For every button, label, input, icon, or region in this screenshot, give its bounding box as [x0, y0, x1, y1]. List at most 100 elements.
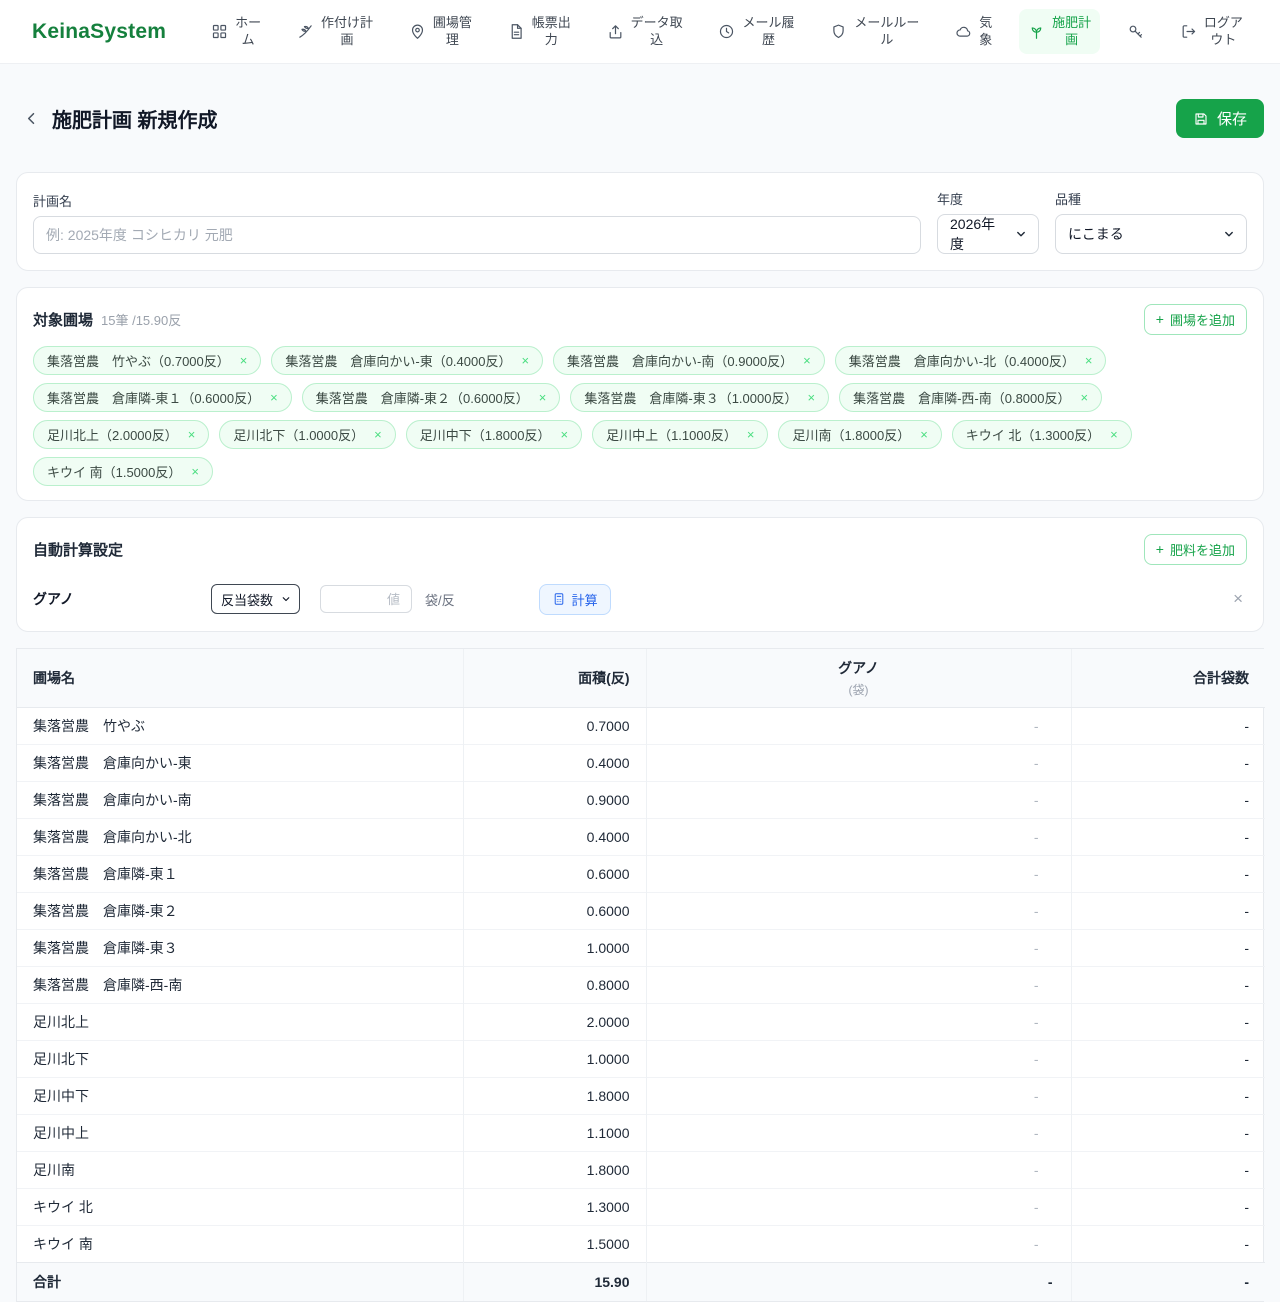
calc-value-input[interactable]	[320, 585, 413, 614]
chip-close-icon[interactable]: ×	[920, 426, 928, 442]
auto-calc-card: 自動計算設定 + 肥料を追加 グアノ 反当袋数 袋/反 計算 ×	[16, 516, 1264, 632]
chip-close-icon[interactable]: ×	[746, 426, 755, 442]
field-chips: 集落営農 竹やぶ（0.7000反） × 集落営農 倉庫向かい-東（0.4000反…	[33, 345, 1247, 486]
table-row: 足川北上 2.0000 - -	[17, 1002, 1265, 1041]
table-row: キウイ 北 1.3000 - -	[17, 1187, 1265, 1226]
area-cell: 1.1000	[462, 1113, 646, 1152]
total-bags-cell: -	[1070, 1039, 1265, 1078]
area-cell: 0.7000	[462, 706, 646, 745]
chip-close-icon[interactable]: ×	[239, 352, 248, 368]
chip-close-icon[interactable]: ×	[1110, 426, 1118, 442]
calculator-icon	[554, 593, 563, 606]
field-chip-label: 集落営農 倉庫隣-東１（0.6000反）	[47, 390, 261, 406]
chip-close-icon[interactable]: ×	[1084, 352, 1093, 368]
page-title: 施肥計画 新規作成	[52, 110, 218, 133]
nav-item-label: メール履 歴	[742, 15, 795, 47]
table-row: 足川中上 1.1000 - -	[17, 1113, 1265, 1152]
chip-close-icon[interactable]: ×	[270, 389, 278, 405]
target-fields-title: 対象圃場	[33, 311, 94, 329]
variety-label: 品種	[1055, 191, 1082, 207]
total-bags-cell: -	[1070, 854, 1265, 893]
area-cell: 1.8000	[462, 1150, 646, 1189]
field-chip: キウイ 南（1.5000反） ×	[33, 456, 213, 486]
header-fertilizer-unit: (袋)	[848, 682, 869, 697]
field-chip: 集落営農 倉庫隣-東１（0.6000反） ×	[33, 382, 292, 412]
total-bags-cell: -	[1070, 891, 1265, 930]
fertilizer-amount-cell: -	[645, 1076, 1071, 1115]
table-row: 集落営農 倉庫隣-西-南 0.8000 - -	[17, 965, 1265, 1004]
nav-item-label: 気 象	[979, 15, 993, 47]
total-bags-cell: -	[1070, 1002, 1265, 1041]
field-name-cell: 足川南	[17, 1150, 463, 1189]
plan-name-label: 計画名	[33, 193, 73, 209]
nav-item-mail-history[interactable]: メール履 歴	[709, 9, 803, 54]
nav-item-weather[interactable]: 気 象	[946, 9, 1001, 54]
nav-item-mail-rules[interactable]: メールルー ル	[821, 9, 928, 54]
field-chip: 足川南（1.8000反） ×	[778, 419, 942, 449]
chip-close-icon[interactable]: ×	[187, 426, 196, 442]
fertilizer-amount-cell: -	[645, 817, 1071, 856]
table-row: 集落営農 倉庫向かい-北 0.4000 - -	[17, 817, 1265, 856]
add-fertilizer-button[interactable]: + 肥料を追加	[1143, 533, 1247, 565]
field-chip-label: 集落営農 竹やぶ（0.7000反）	[47, 353, 230, 369]
nav-item-label: 圃場管 理	[432, 15, 472, 47]
header-total-bags: 合計袋数	[1070, 648, 1265, 708]
area-cell: 0.4000	[462, 743, 646, 782]
field-chip-label: キウイ 北（1.3000反）	[965, 427, 1101, 443]
nav-item-password[interactable]	[1118, 17, 1153, 46]
nav-item-logout[interactable]: ログア ウト	[1171, 9, 1252, 54]
save-icon	[1195, 113, 1207, 125]
chip-close-icon[interactable]: ×	[560, 426, 569, 442]
chip-close-icon[interactable]: ×	[803, 352, 811, 368]
nav-item-label: 作付け計 画	[320, 15, 373, 47]
save-button[interactable]: 保存	[1175, 99, 1264, 139]
calc-unit-label: 袋/反	[425, 592, 455, 608]
nav-item-field-management[interactable]: 圃場管 理	[400, 9, 481, 54]
field-chip: 集落営農 倉庫隣-東２（0.6000反） ×	[301, 382, 561, 412]
fertilizer-amount-cell: -	[645, 1150, 1071, 1189]
back-button[interactable]	[16, 104, 46, 134]
nav-item-report-output[interactable]: 帳票出 力	[499, 9, 580, 54]
fertilizer-amount-cell: -	[645, 1039, 1071, 1078]
calculate-button[interactable]: 計算	[538, 583, 611, 615]
plan-name-input[interactable]	[33, 215, 921, 254]
add-field-button[interactable]: + 圃場を追加	[1143, 303, 1247, 335]
nav-item-label: ログア ウト	[1203, 15, 1243, 47]
nav-item-label: 帳票出 力	[531, 15, 571, 47]
chip-close-icon[interactable]: ×	[191, 463, 199, 479]
sprout-icon	[1031, 27, 1042, 39]
year-select[interactable]: 2026年度	[937, 213, 1039, 254]
chevron-down-icon	[1225, 231, 1233, 237]
nav-item-label: メールルー ル	[854, 15, 920, 47]
calc-mode-select[interactable]: 反当袋数	[211, 584, 301, 615]
chip-close-icon[interactable]: ×	[807, 389, 816, 405]
field-name-cell: 集落営農 倉庫向かい-東	[17, 743, 463, 782]
chip-close-icon[interactable]: ×	[1080, 389, 1089, 405]
nav-item-label: 施肥計 画	[1052, 15, 1092, 47]
year-group: 年度 2026年度	[937, 189, 1039, 254]
brand-logo[interactable]: KeinaSystem	[32, 19, 167, 43]
remove-fertilizer-icon[interactable]: ×	[1229, 589, 1247, 609]
fertilizer-row: グアノ 反当袋数 袋/反 計算 ×	[33, 583, 1247, 615]
nav-item-fertilization-plan[interactable]: 施肥計 画	[1019, 9, 1101, 54]
fertilizer-amount-cell: -	[645, 1224, 1071, 1263]
variety-select[interactable]: にこまる	[1055, 213, 1247, 254]
header-fertilizer: グアノ (袋)	[645, 648, 1071, 708]
chip-close-icon[interactable]: ×	[374, 426, 382, 442]
nav-item-data-import[interactable]: データ取 込	[598, 9, 692, 54]
field-chip: 集落営農 倉庫向かい-南（0.9000反） ×	[553, 345, 825, 375]
table-row: 集落営農 倉庫隣-東１ 0.6000 - -	[17, 854, 1265, 893]
chip-close-icon[interactable]: ×	[521, 352, 530, 368]
nav-item-planting-plan[interactable]: 作付け計 画	[288, 9, 382, 54]
total-bags-cell: -	[1070, 706, 1265, 745]
table-row: 足川北下 1.0000 - -	[17, 1039, 1265, 1078]
field-chip-label: 集落営農 倉庫隣-西-南（0.8000反）	[853, 390, 1071, 406]
plus-icon: +	[1155, 311, 1164, 328]
nav-item-home[interactable]: ホー ム	[202, 9, 270, 54]
fertilizer-amount-cell: -	[645, 891, 1071, 930]
table-footer-row: 合計 15.90 - -	[17, 1261, 1265, 1301]
chip-close-icon[interactable]: ×	[538, 389, 547, 405]
chevron-down-icon	[1017, 231, 1025, 237]
footer-fertilizer-cell: -	[645, 1261, 1071, 1301]
field-name-cell: 集落営農 倉庫隣-東１	[17, 854, 463, 893]
